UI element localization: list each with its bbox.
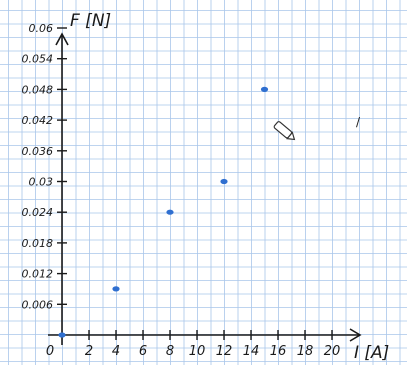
y-tick-label: 0.012 <box>22 268 54 281</box>
y-tick-label: 0.024 <box>22 206 54 219</box>
x-axis-arrow-icon <box>349 328 362 342</box>
data-points <box>58 86 269 338</box>
x-tick-label: 16 <box>270 344 287 359</box>
x-axis-label: I [A] <box>354 343 389 363</box>
y-axis-arrow-icon <box>55 32 69 46</box>
y-tick-label: 0.006 <box>22 298 54 311</box>
x-tick-label: 14 <box>243 344 260 359</box>
x-tick-label: 18 <box>297 344 314 359</box>
x-ticks: 0 2 4 6 8 10 12 14 16 18 20 <box>46 330 340 359</box>
data-point <box>58 332 66 338</box>
data-point <box>112 286 120 292</box>
pen-cursor-icon <box>273 121 296 141</box>
y-tick-label: 0.018 <box>22 237 54 250</box>
x-tick-label: 2 <box>85 344 93 359</box>
x-tick-label: 6 <box>139 344 147 359</box>
y-ticks: 0.006 0.012 0.018 0.024 0.03 0.036 0.042 0.048 0… <box>22 22 67 311</box>
x-tick-label: 12 <box>216 344 233 359</box>
data-point <box>220 178 228 185</box>
y-tick-label: 0.03 <box>29 176 54 189</box>
stray-mark: / <box>356 115 361 129</box>
y-tick-label: 0.048 <box>22 83 54 96</box>
x-tick-label: 10 <box>189 344 206 359</box>
data-point <box>166 209 174 215</box>
y-tick-label: 0.036 <box>22 145 54 158</box>
data-point <box>260 86 269 92</box>
x-tick-label: 8 <box>166 344 174 359</box>
y-tick-label: 0.06 <box>29 22 54 35</box>
x-tick-label: 20 <box>324 344 341 359</box>
y-tick-label: 0.042 <box>22 114 54 127</box>
x-tick-label: 4 <box>112 344 120 359</box>
x-tick-label: 0 <box>46 344 54 359</box>
y-axis-label: F [N] <box>70 11 111 31</box>
y-tick-label: 0.054 <box>22 53 54 66</box>
axes <box>48 32 362 345</box>
